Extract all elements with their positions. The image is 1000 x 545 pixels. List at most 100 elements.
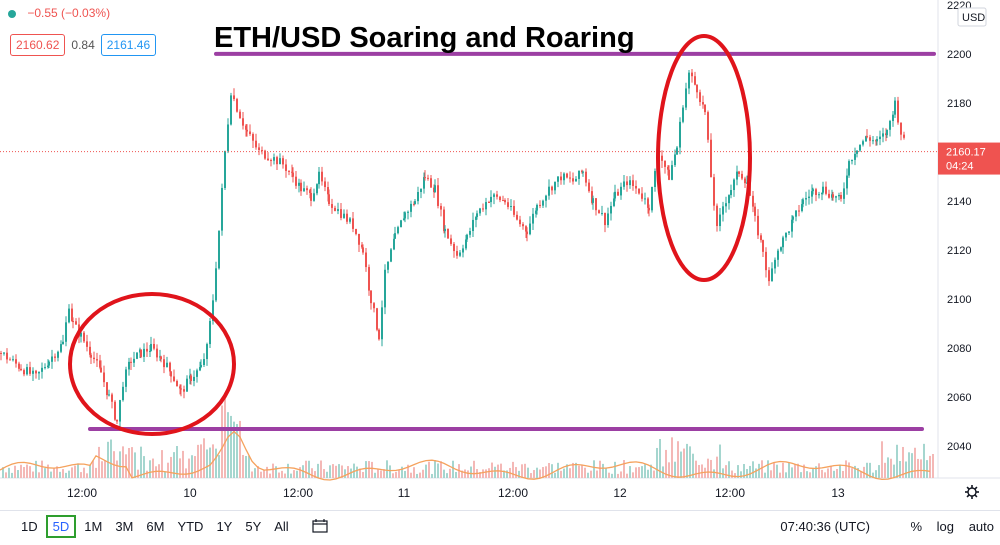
range-all-button[interactable]: All	[274, 518, 289, 534]
volume-bar	[776, 464, 778, 478]
candle-body	[900, 122, 902, 135]
volume-bar	[785, 472, 787, 478]
candle-body	[716, 205, 718, 227]
volume-bar	[551, 464, 553, 478]
candle-body	[276, 157, 278, 165]
sell-button[interactable]: 2160.62	[10, 34, 66, 56]
date-range-icon[interactable]	[312, 519, 328, 533]
volume-bar	[539, 469, 541, 478]
time-tick-label: 13	[831, 486, 845, 500]
volume-bar	[629, 466, 631, 478]
candle-body	[598, 210, 600, 214]
candle-body	[183, 389, 185, 392]
range-ytd-button[interactable]: YTD	[177, 518, 204, 534]
volume-bar	[839, 464, 841, 478]
volume-bar	[5, 472, 7, 478]
volume-bar	[737, 465, 739, 478]
volume-bar	[191, 455, 193, 478]
volume-bar	[77, 463, 79, 478]
candle-body	[89, 346, 91, 355]
candle-body	[390, 249, 392, 262]
candle-body	[607, 213, 609, 226]
candle-body	[733, 179, 735, 191]
volume-bar	[170, 456, 172, 478]
candle-body	[859, 144, 861, 151]
volume-bar	[872, 472, 874, 478]
candle-body	[310, 192, 312, 201]
candle-body	[424, 177, 426, 179]
volume-bar	[548, 462, 550, 478]
candle-body	[430, 178, 432, 188]
volume-bar	[383, 469, 385, 478]
volume-bar	[773, 462, 775, 478]
volume-bar	[767, 460, 769, 478]
candle-body	[38, 371, 40, 374]
price-tick-label: 2100	[947, 294, 971, 306]
volume-bar	[491, 462, 493, 478]
range-5d-button[interactable]: 5D	[45, 514, 77, 538]
volume-bar	[227, 412, 229, 478]
volume-bar	[536, 467, 538, 478]
candle-body	[149, 350, 151, 352]
candle-body	[397, 227, 399, 234]
settings-gear-icon[interactable]	[965, 485, 979, 499]
candle-body	[417, 192, 419, 202]
volume-bar	[182, 450, 184, 478]
candle-body	[384, 269, 386, 308]
volume-bar	[20, 464, 22, 478]
candle-body	[581, 170, 583, 173]
candle-body	[133, 358, 135, 363]
candle-body	[233, 95, 235, 100]
percent-scale-toggle[interactable]: %	[910, 518, 922, 534]
candle-body	[245, 125, 247, 130]
volume-bar	[35, 460, 37, 478]
volume-bar	[404, 470, 406, 478]
range-5y-button[interactable]: 5Y	[245, 518, 262, 534]
volume-bar	[392, 473, 394, 478]
volume-bar	[437, 463, 439, 478]
volume-bar	[149, 460, 151, 478]
volume-bar	[806, 471, 808, 478]
volume-bar	[116, 460, 118, 478]
candle-body	[838, 194, 840, 197]
volume-bar	[422, 469, 424, 478]
auto-scale-toggle[interactable]: auto	[968, 518, 994, 534]
volume-bar	[200, 444, 202, 478]
volume-bar	[626, 473, 628, 478]
candle-body	[846, 175, 848, 189]
volume-bar	[677, 441, 679, 478]
candle-body	[782, 237, 784, 248]
range-1d-button[interactable]: 1D	[21, 518, 38, 534]
volume-bar	[425, 464, 427, 478]
volume-bar	[365, 461, 367, 478]
volume-bar	[251, 471, 253, 478]
volume-bar	[359, 468, 361, 478]
clock[interactable]: 07:40:36 (UTC)	[780, 518, 870, 534]
candle-body	[273, 157, 275, 161]
time-tick-label: 12:00	[715, 486, 745, 500]
candle-body	[300, 182, 302, 192]
candle-body	[242, 118, 244, 126]
volume-bar	[263, 470, 265, 478]
range-1m-button[interactable]: 1M	[84, 518, 103, 534]
volume-bar	[332, 464, 334, 478]
range-6m-button[interactable]: 6M	[146, 518, 165, 534]
candle-body	[560, 176, 562, 181]
spread-value: 0.84	[71, 38, 95, 52]
volume-bar	[926, 460, 928, 478]
candle-body	[638, 188, 640, 194]
buy-button[interactable]: 2161.46	[100, 34, 157, 56]
volume-bar	[749, 465, 751, 478]
log-scale-toggle[interactable]: log	[936, 518, 954, 534]
candle-body	[349, 218, 351, 222]
range-1y-button[interactable]: 1Y	[216, 518, 233, 534]
volume-bar	[110, 439, 112, 478]
volume-bar	[818, 463, 820, 478]
volume-bar	[929, 455, 931, 478]
volume-bar	[893, 464, 895, 478]
candle-body	[691, 72, 693, 77]
range-3m-button[interactable]: 3M	[115, 518, 134, 534]
candle-body	[889, 120, 891, 130]
volume-bar	[782, 462, 784, 478]
candle-body	[760, 235, 762, 241]
